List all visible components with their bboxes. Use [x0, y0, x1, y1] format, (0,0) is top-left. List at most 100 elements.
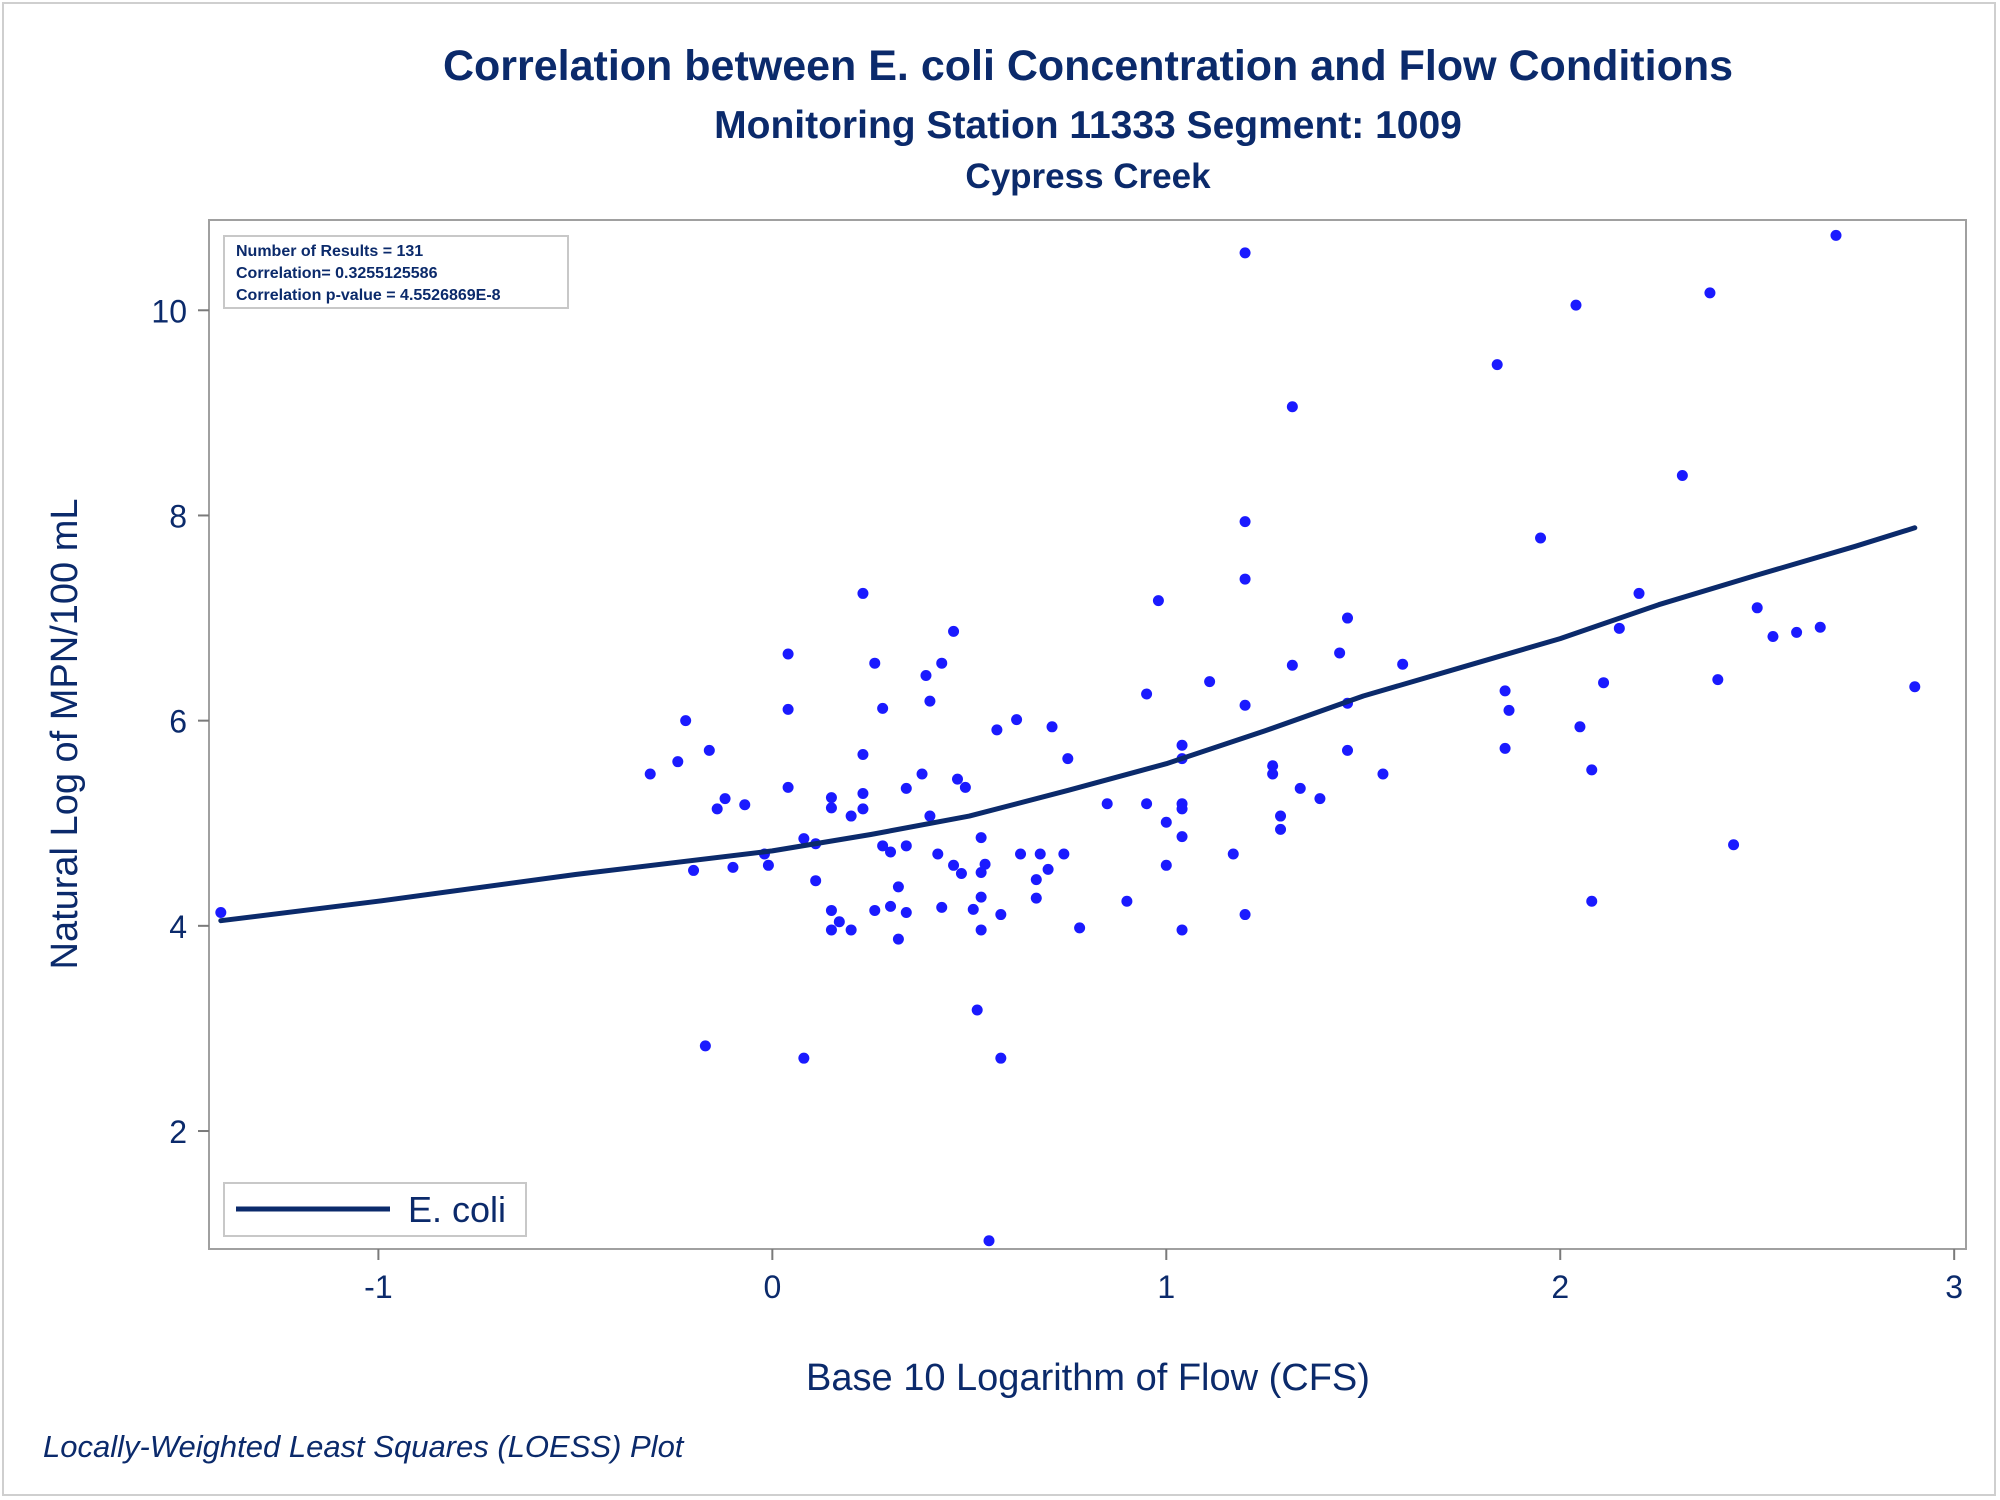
data-point: [719, 793, 731, 805]
data-point: [1267, 760, 1279, 772]
data-point: [975, 891, 987, 903]
data-point: [1570, 299, 1582, 311]
y-axis: 2 4 6 8 10: [151, 293, 209, 1150]
data-point: [845, 924, 857, 936]
data-point: [1728, 839, 1740, 851]
data-point: [967, 903, 979, 915]
data-point: [936, 657, 948, 669]
data-point: [1034, 848, 1046, 860]
data-point: [1791, 626, 1803, 638]
data-point: [959, 781, 971, 793]
data-point: [1535, 532, 1547, 544]
data-point: [1046, 721, 1058, 733]
data-point: [1239, 909, 1251, 921]
data-point: [948, 625, 960, 637]
x-axis-label: Base 10 Logarithm of Flow (CFS): [806, 1357, 1370, 1399]
data-point: [1598, 677, 1610, 689]
data-point: [900, 782, 912, 794]
data-point: [948, 859, 960, 871]
data-point: [1397, 658, 1409, 670]
x-axis: -1 0 1 2 3: [364, 1249, 1963, 1305]
data-point: [1141, 798, 1153, 810]
data-point: [975, 832, 987, 844]
data-point: [857, 787, 869, 799]
stats-count: Number of Results = 131: [236, 243, 423, 260]
data-point: [1121, 895, 1133, 907]
y-tick-label: 6: [169, 704, 187, 740]
data-point: [1334, 647, 1346, 659]
data-point: [1141, 688, 1153, 700]
data-point: [825, 924, 837, 936]
data-point: [924, 810, 936, 822]
data-point: [995, 909, 1007, 921]
data-point: [1275, 810, 1287, 822]
data-point: [703, 744, 715, 756]
data-point: [825, 792, 837, 804]
data-point: [955, 868, 967, 880]
data-point: [215, 906, 227, 918]
data-point: [1275, 823, 1287, 835]
data-point: [672, 756, 684, 768]
data-point: [1574, 721, 1586, 733]
x-tick-label: -1: [364, 1269, 392, 1305]
data-point: [1015, 848, 1027, 860]
data-point: [825, 904, 837, 916]
data-point: [798, 1052, 810, 1064]
legend: E. coli: [223, 1182, 527, 1237]
data-point: [1239, 699, 1251, 711]
data-point: [1830, 229, 1842, 241]
x-tick-label: 1: [1157, 1269, 1175, 1305]
data-point: [1062, 753, 1074, 765]
data-point: [920, 670, 932, 682]
data-point: [782, 648, 794, 660]
chart-subtitle: Monitoring Station 11333 Segment: 1009: [714, 104, 1462, 147]
plot-area: [208, 219, 1967, 1250]
y-axis-label: Natural Log of MPN/100 mL: [44, 498, 86, 969]
x-tick-label: 2: [1551, 1269, 1569, 1305]
x-tick-label: 3: [1945, 1269, 1963, 1305]
data-point: [869, 657, 881, 669]
data-point: [680, 715, 692, 727]
data-point: [739, 799, 751, 811]
data-point: [975, 924, 987, 936]
data-point: [1101, 798, 1113, 810]
data-point: [932, 848, 944, 860]
data-point: [1176, 739, 1188, 751]
y-tick-label: 10: [151, 293, 187, 329]
data-point: [782, 781, 794, 793]
data-point: [971, 1004, 983, 1016]
data-point: [688, 864, 700, 876]
data-point: [869, 904, 881, 916]
data-point: [885, 846, 897, 858]
data-point: [1058, 848, 1070, 860]
data-point: [1704, 287, 1716, 299]
data-point: [1314, 793, 1326, 805]
data-point: [877, 840, 889, 852]
data-point: [727, 861, 739, 873]
stats-pvalue: Correlation p-value = 4.5526869E-8: [236, 287, 501, 304]
data-point: [1239, 573, 1251, 585]
data-point: [1152, 595, 1164, 607]
x-tick-label: 0: [763, 1269, 781, 1305]
data-point: [845, 810, 857, 822]
data-point: [1633, 587, 1645, 599]
data-point: [1030, 874, 1042, 886]
data-point: [857, 749, 869, 761]
data-point: [885, 900, 897, 912]
chart-subtitle-location: Cypress Creek: [965, 157, 1211, 196]
data-point: [892, 933, 904, 945]
data-point: [833, 916, 845, 928]
data-point: [892, 881, 904, 893]
scatter-points: [215, 229, 1921, 1247]
data-point: [936, 901, 948, 913]
data-point: [1239, 247, 1251, 259]
data-point: [995, 1052, 1007, 1064]
data-point: [1586, 895, 1598, 907]
data-point: [1267, 768, 1279, 780]
chart-title: Correlation between E. coli Concentratio…: [443, 42, 1733, 90]
data-point: [1499, 742, 1511, 754]
data-point: [711, 803, 723, 815]
data-point: [1239, 516, 1251, 528]
data-point: [1499, 685, 1511, 697]
